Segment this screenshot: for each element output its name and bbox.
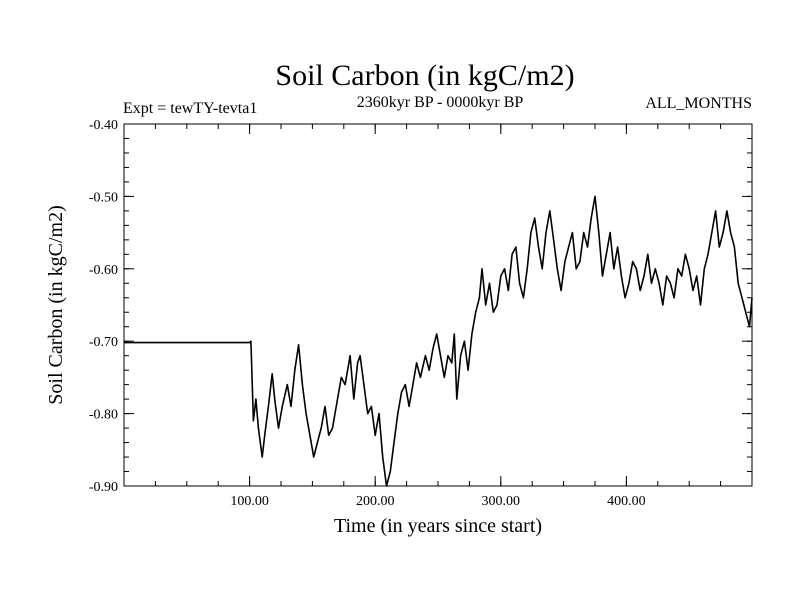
chart-title: Soil Carbon (in kgC/m2) (275, 59, 574, 92)
time-range-label: 2360kyr BP - 0000kyr BP (357, 94, 524, 111)
y-tick-label: -0.50 (89, 190, 118, 205)
axis-ticks (123, 123, 753, 487)
y-tick-label: -0.80 (89, 408, 118, 423)
x-tick-label: 100.00 (230, 494, 269, 509)
soil-carbon-series-line (124, 195, 753, 487)
x-tick-labels: 100.00 200.00 300.00 400.00 (230, 494, 645, 509)
y-tick-labels: -0.40 -0.50 -0.60 -0.70 -0.80 -0.90 (89, 118, 118, 495)
plot-frame (123, 123, 753, 487)
x-tick-label: 300.00 (482, 494, 521, 509)
months-label: ALL_MONTHS (645, 95, 752, 112)
y-tick-label: -0.40 (89, 118, 118, 133)
y-tick-label: -0.90 (89, 480, 118, 495)
y-tick-label: -0.70 (89, 335, 118, 350)
x-axis-label: Time (in years since start) (334, 515, 542, 537)
x-tick-label: 400.00 (607, 494, 646, 509)
x-tick-label: 200.00 (356, 494, 395, 509)
experiment-label: Expt = tewTY-tevta1 (123, 100, 257, 117)
y-tick-label: -0.60 (89, 263, 118, 278)
y-axis-label: Soil Carbon (in kgC/m2) (45, 205, 67, 404)
